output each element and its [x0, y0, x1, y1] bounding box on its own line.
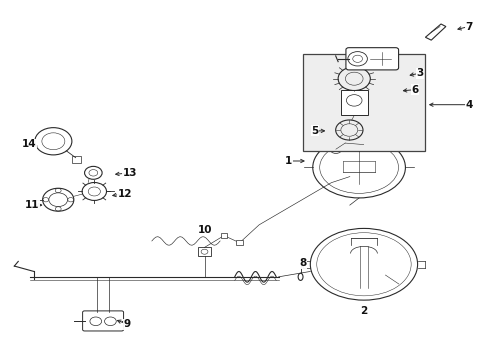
Text: 10: 10 [198, 225, 212, 235]
Bar [303, 54, 424, 151]
Text: 3: 3 [416, 68, 423, 78]
FancyBboxPatch shape [82, 311, 123, 331]
Bar [197, 247, 211, 256]
Text: 13: 13 [122, 168, 137, 178]
Text: 14: 14 [21, 139, 36, 149]
Bar [220, 233, 227, 238]
Bar [72, 156, 81, 163]
Text: 9: 9 [123, 319, 131, 329]
Text: 5: 5 [311, 126, 318, 136]
Bar [340, 90, 367, 116]
FancyBboxPatch shape [345, 48, 398, 70]
Text: 1: 1 [284, 156, 291, 166]
Text: 11: 11 [25, 200, 40, 210]
Text: 4: 4 [464, 100, 471, 110]
Text: 12: 12 [118, 189, 132, 199]
Text: 2: 2 [360, 306, 367, 316]
Bar [236, 240, 243, 245]
Text: 7: 7 [464, 22, 471, 32]
Text: 6: 6 [411, 85, 418, 95]
Text: 8: 8 [299, 258, 306, 268]
